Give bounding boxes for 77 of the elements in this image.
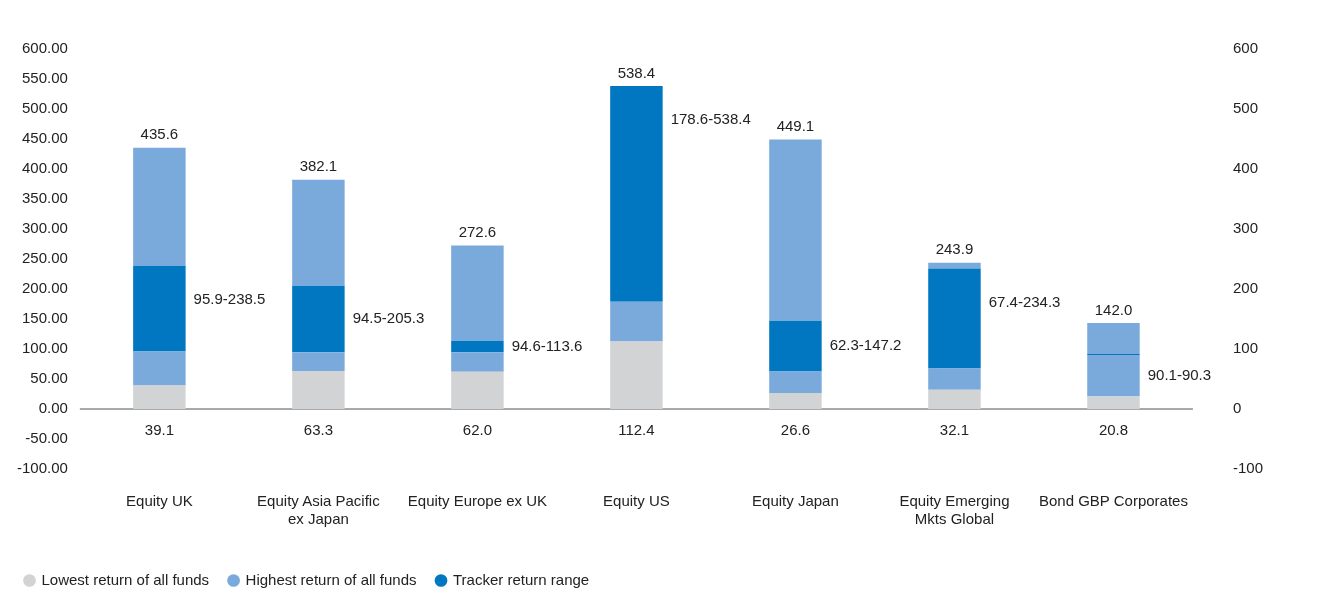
y-tick-label: 200.00	[21, 279, 68, 297]
data-label: 20.8	[1098, 420, 1129, 438]
legend-label: Lowest return of all funds	[41, 570, 210, 588]
bar	[451, 245, 504, 341]
x-tick-label: Bond GBP Corporates	[1038, 492, 1188, 510]
bar	[928, 368, 981, 390]
data-label: 63.3	[303, 420, 333, 438]
y-tick-label: 250.00	[21, 249, 68, 267]
data-label: 26.6	[780, 420, 811, 438]
y-tick-label: 450.00	[21, 129, 68, 147]
annotation: 94.6-113.6	[511, 336, 583, 354]
bar	[610, 341, 663, 409]
bar	[769, 393, 822, 409]
bar	[769, 320, 822, 372]
y2-tick-label: 200	[1232, 279, 1259, 297]
bar	[451, 340, 504, 353]
x-tick-label: Equity US	[603, 492, 670, 510]
annotation: 90.1-90.3	[1147, 365, 1212, 383]
annotation: 178.6-538.4	[670, 110, 751, 128]
y-tick-label: 550.00	[21, 69, 68, 87]
legend-label: Tracker return range	[453, 570, 590, 588]
y2-tick-label: 400	[1232, 159, 1259, 177]
annotation: 67.4-234.3	[988, 292, 1061, 310]
bar	[610, 301, 663, 342]
y2-tick-label: 100	[1232, 339, 1259, 357]
annotation: 95.9-238.5	[193, 290, 266, 308]
y-tick-label: -100.00	[17, 459, 68, 477]
total-label: 142.0	[1094, 300, 1133, 318]
y2-tick-label: 600	[1232, 39, 1259, 57]
x-tick-label: Equity Japan	[752, 492, 839, 510]
y-tick-label: 0.00	[38, 399, 68, 417]
y2-tick-label: 500	[1232, 99, 1259, 117]
y-tick-label: 50.00	[30, 369, 68, 387]
bar	[133, 265, 186, 352]
legend-label: Highest return of all funds	[245, 570, 417, 588]
y-tick-label: 150.00	[21, 309, 68, 327]
bar	[1087, 396, 1140, 409]
y-tick-label: 400.00	[21, 159, 68, 177]
bar	[769, 371, 822, 394]
bar	[610, 85, 663, 302]
bar	[451, 352, 504, 372]
data-label: 32.1	[939, 420, 970, 438]
y-tick-label: 600.00	[21, 39, 68, 57]
bar	[292, 285, 345, 353]
y2-tick-label: 0	[1232, 399, 1242, 417]
total-label: 435.6	[140, 125, 179, 143]
data-label: 112.4	[618, 420, 655, 438]
total-label: 382.1	[299, 157, 338, 175]
bar	[928, 268, 981, 369]
y2-tick-label: -100	[1232, 459, 1264, 477]
annotation: 94.5-205.3	[352, 309, 425, 327]
y-tick-label: 350.00	[21, 189, 68, 207]
total-label: 243.9	[935, 240, 974, 258]
bar	[133, 351, 186, 386]
total-label: 449.1	[776, 117, 815, 135]
y-tick-label: 100.00	[21, 339, 68, 357]
y2-tick-label: 300	[1232, 219, 1259, 237]
y-tick-label: 500.00	[21, 99, 68, 117]
bar	[769, 139, 822, 321]
bar	[292, 179, 345, 286]
x-tick-label: Equity Europe ex UK	[407, 492, 548, 510]
x-tick-label: Equity Asia Pacific ex Japan	[257, 492, 381, 528]
x-tick-label: Equity Emerging Mkts Global	[899, 492, 1010, 528]
bar	[451, 371, 504, 409]
data-label: 62.0	[462, 420, 493, 438]
bar	[133, 147, 186, 266]
bar	[133, 385, 186, 409]
bar	[292, 371, 345, 409]
x-tick-label: Equity UK	[126, 492, 193, 510]
bar	[292, 352, 345, 372]
total-label: 538.4	[617, 63, 656, 81]
annotation: 62.3-147.2	[829, 336, 902, 354]
y-tick-label: -50.00	[25, 429, 68, 447]
data-label: 39.1	[144, 420, 174, 438]
y-tick-label: 300.00	[21, 219, 68, 237]
total-label: 272.6	[458, 223, 497, 241]
bar	[928, 389, 981, 409]
